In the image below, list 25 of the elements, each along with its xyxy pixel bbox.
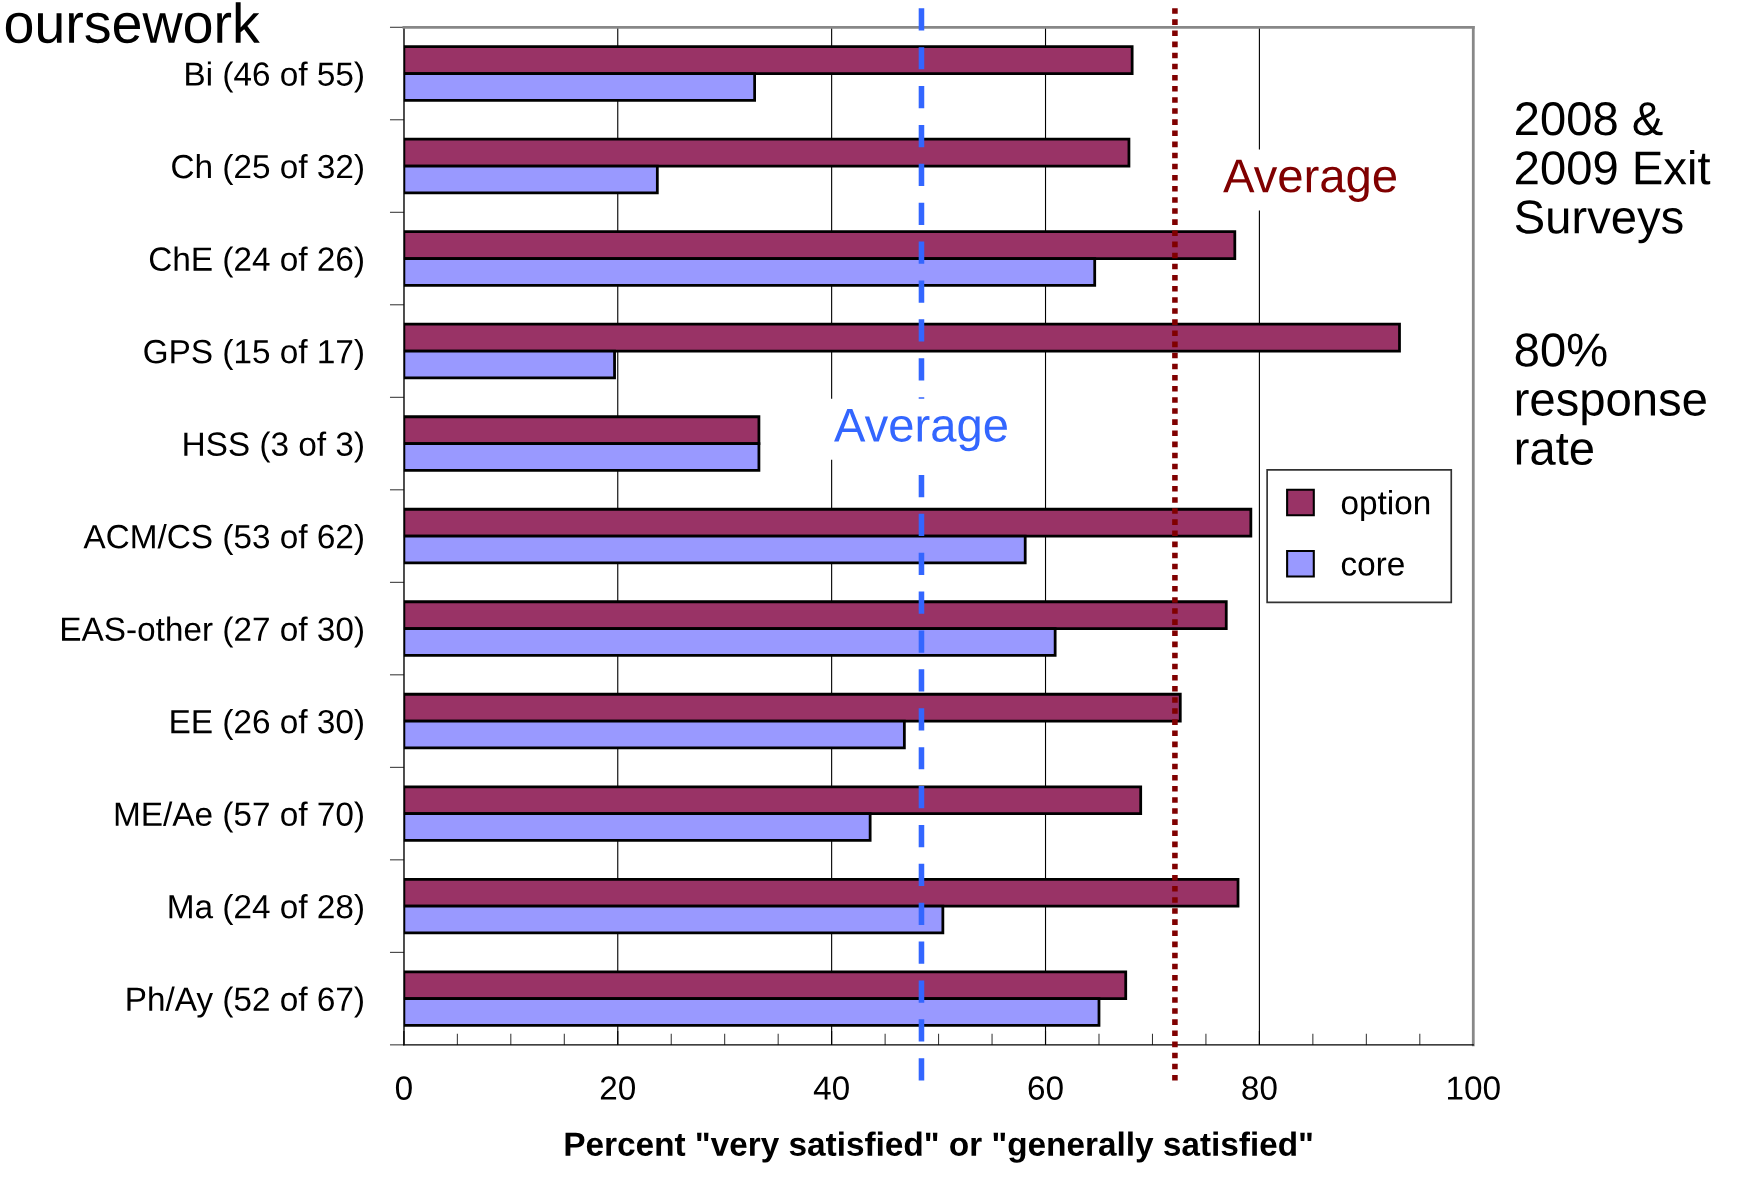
x-tick-label: 20 <box>600 1076 635 1100</box>
chart-title: oursework <box>5 2 260 44</box>
legend-label: core <box>1341 557 1404 576</box>
x-tick-label: 0 <box>395 1076 412 1100</box>
ref-line-label: Average <box>834 408 1007 452</box>
x-axis-title: Percent "very satisfied" or "generally satisfied" <box>565 1131 1312 1163</box>
y-tick-label: EAS-other (27 of 30) <box>62 616 363 648</box>
text: 80% response rate <box>1515 333 1706 466</box>
ref-line-label: Average <box>1223 159 1396 202</box>
y-tick-label: ACM/CS (53 of 62) <box>83 523 363 556</box>
x-tick-label: 80 <box>1242 1076 1277 1100</box>
y-tick-label: ME/Ae (57 of 70) <box>115 801 363 833</box>
y-tick-label: ChE (24 of 26) <box>149 246 363 278</box>
y-tick-label: Ph/Ay (52 of 67) <box>127 986 363 1018</box>
y-tick-label: Ch (25 of 32) <box>172 153 363 186</box>
y-tick-label: EE (26 of 30) <box>171 709 363 741</box>
x-tick-label: 100 <box>1448 1076 1500 1100</box>
x-tick-label: 40 <box>813 1076 849 1100</box>
legend-label: option <box>1341 490 1430 522</box>
y-tick-label: Ma (24 of 28) <box>169 894 363 926</box>
text: 2008 & 2009 Exit Surveys <box>1515 102 1711 244</box>
x-tick-label: 60 <box>1028 1076 1063 1100</box>
y-tick-label: HSS (3 of 3) <box>184 431 363 463</box>
y-tick-label: Bi (46 of 55) <box>186 61 363 93</box>
y-tick-label: GPS (15 of 17) <box>144 338 363 371</box>
